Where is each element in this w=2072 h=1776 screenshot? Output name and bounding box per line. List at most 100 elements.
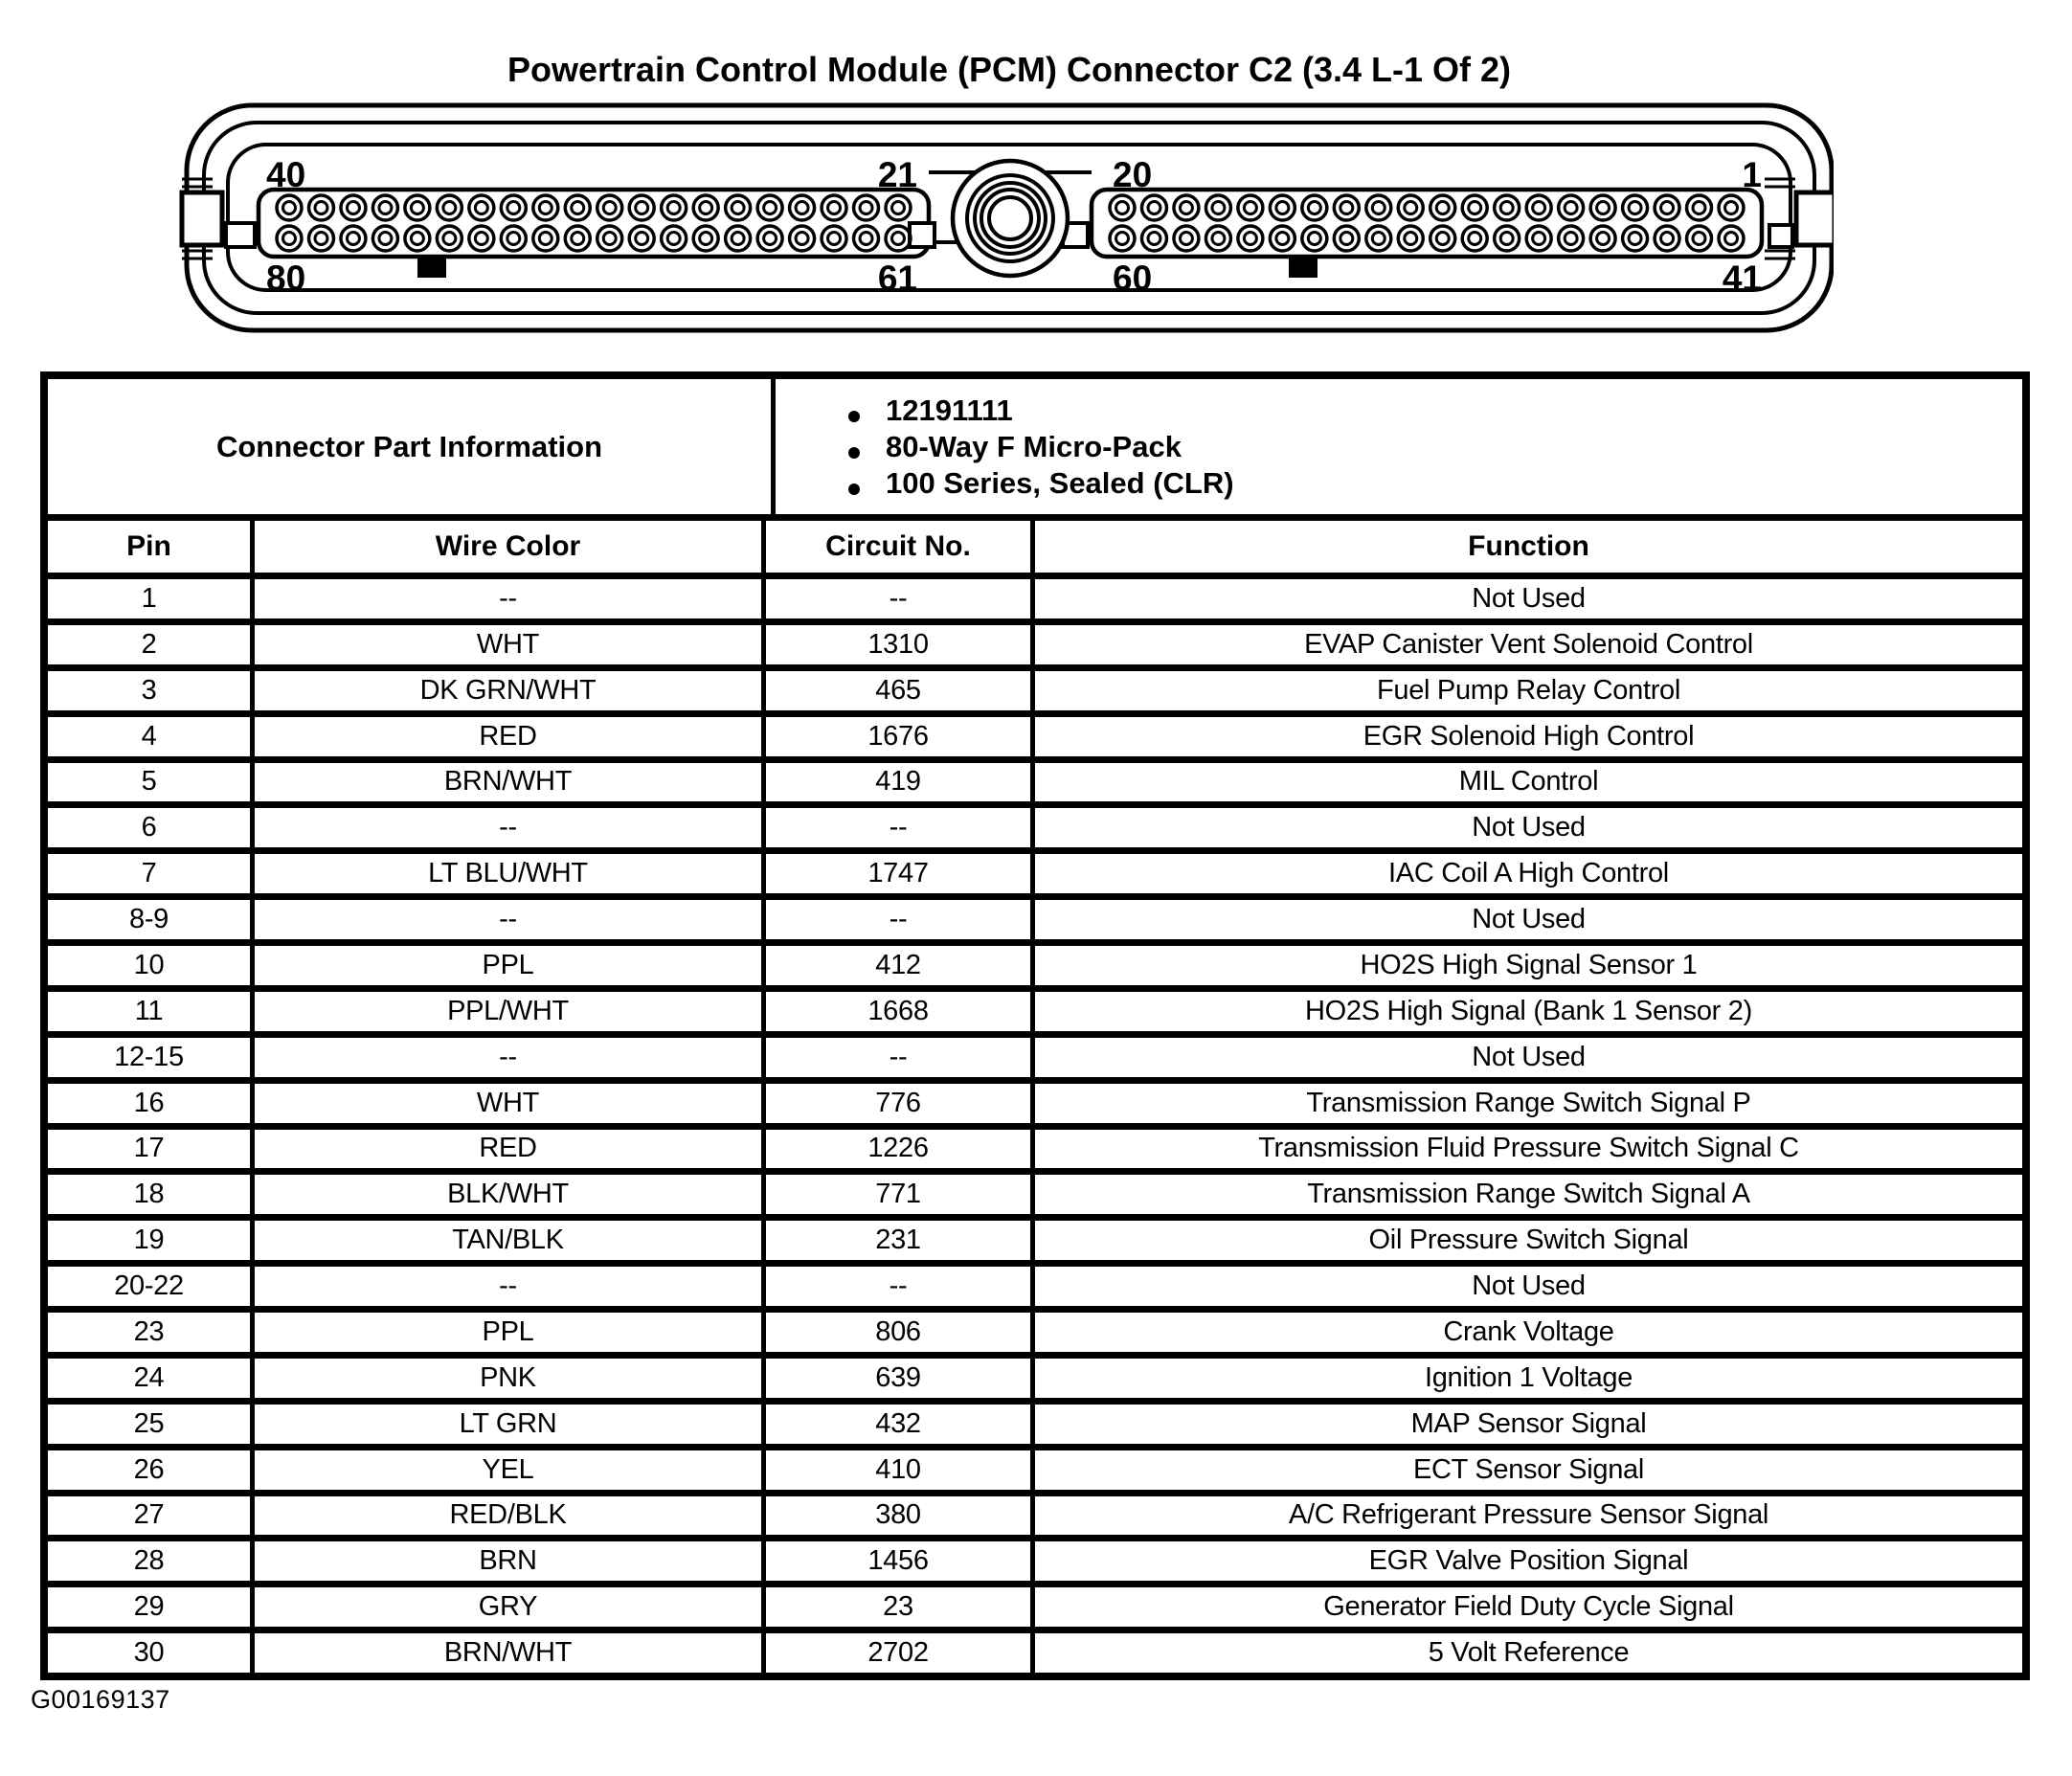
cell-pin: 20-22 <box>48 1267 255 1306</box>
cell-wire-color: -- <box>255 1037 766 1077</box>
cell-function: MAP Sensor Signal <box>1410 1407 1647 1439</box>
cell-circuit-no: 1668 <box>766 991 1035 1031</box>
table-body: 1 -- -- Not Used 2 WHT 1310 EVAP Canister Vent … <box>48 579 2022 1673</box>
cell-circuit-no: 380 <box>766 1495 1035 1536</box>
cell-function: HO2S High Signal Sensor 1 <box>1360 949 1698 980</box>
cell-function: Not Used <box>1472 1270 1586 1302</box>
table-row: 25 LT GRN 432 MAP Sensor Signal <box>48 1397 2022 1444</box>
cell-circuit-no: 23 <box>766 1587 1035 1628</box>
bullet-icon <box>848 483 860 495</box>
connector-drawing: 40 21 80 61 20 1 60 41 <box>179 102 1837 333</box>
bullet-icon <box>848 446 860 459</box>
table-row: 18 BLK/WHT 771 Transmission Range Switch Si… <box>48 1168 2022 1215</box>
pin-grid-right <box>1108 193 1745 253</box>
cell-circuit-no: 1676 <box>766 716 1035 756</box>
cell-pin: 30 <box>48 1633 255 1673</box>
table-row: 11 PPL/WHT 1668 HO2S High Signal (Bank 1 Se… <box>48 984 2022 1031</box>
column-header-row: Pin Wire Color Circuit No. Function <box>48 521 2022 579</box>
cell-pin: 2 <box>48 624 255 664</box>
cell-wire-color: PPL <box>255 1313 766 1352</box>
cell-function: 5 Volt Reference <box>1428 1637 1630 1669</box>
cell-function: Fuel Pump Relay Control <box>1376 674 1681 706</box>
cell-circuit-no: 1226 <box>766 1129 1035 1169</box>
part-info-list: 12191111 80-Way F Micro-Pack 100 Series, S… <box>776 379 2022 514</box>
cell-wire-color: LT BLU/WHT <box>255 854 766 894</box>
part-info-label: Connector Part Information <box>48 379 776 514</box>
cell-circuit-no: -- <box>766 1267 1035 1306</box>
cell-function: EGR Valve Position Signal <box>1368 1545 1689 1577</box>
pin-label-40: 40 <box>266 155 305 194</box>
cell-function: EGR Solenoid High Control <box>1363 720 1695 752</box>
table-row: 28 BRN 1456 EGR Valve Position Signal <box>48 1535 2022 1582</box>
connector-diagram: 40 21 80 61 20 1 60 41 <box>144 91 1837 335</box>
bullet-icon <box>848 410 860 422</box>
cell-pin: 5 <box>48 762 255 802</box>
cell-circuit-no: 432 <box>766 1404 1035 1444</box>
cell-circuit-no: 410 <box>766 1450 1035 1490</box>
cell-pin: 3 <box>48 670 255 710</box>
table-row: 23 PPL 806 Crank Voltage <box>48 1306 2022 1352</box>
cell-wire-color: PPL/WHT <box>255 991 766 1031</box>
cell-circuit-no: -- <box>766 900 1035 939</box>
part-info-text: 100 Series, Sealed (CLR) <box>886 465 1234 500</box>
cell-pin: 4 <box>48 716 255 756</box>
cell-wire-color: TAN/BLK <box>255 1221 766 1261</box>
cell-wire-color: BLK/WHT <box>255 1175 766 1215</box>
part-info-item: 100 Series, Sealed (CLR) <box>848 465 2022 502</box>
table-row: 19 TAN/BLK 231 Oil Pressure Switch Signal <box>48 1214 2022 1261</box>
cell-circuit-no: 1310 <box>766 624 1035 664</box>
pin-block-left <box>256 187 932 259</box>
cell-circuit-no: -- <box>766 808 1035 848</box>
column-header-circuit-no: Circuit No. <box>766 521 1035 573</box>
cell-function: MIL Control <box>1458 766 1599 798</box>
cell-wire-color: BRN <box>255 1541 766 1582</box>
cell-function: Ignition 1 Voltage <box>1424 1361 1633 1393</box>
cell-wire-color: YEL <box>255 1450 766 1490</box>
cell-pin: 18 <box>48 1175 255 1215</box>
cell-function: Transmission Range Switch Signal P <box>1306 1087 1751 1118</box>
cell-circuit-no: 465 <box>766 670 1035 710</box>
cell-pin: 6 <box>48 808 255 848</box>
cell-pin: 16 <box>48 1083 255 1123</box>
cell-pin: 19 <box>48 1221 255 1261</box>
notch-left-block-outer <box>224 221 257 249</box>
column-header-function: Function <box>1468 530 1589 562</box>
notch-left-block-inner <box>908 221 936 249</box>
table-row: 6 -- -- Not Used <box>48 801 2022 848</box>
cell-wire-color: BRN/WHT <box>255 1633 766 1673</box>
table-row: 16 WHT 776 Transmission Range Switch Signal… <box>48 1076 2022 1123</box>
cell-function: Not Used <box>1472 1041 1586 1072</box>
cell-function: A/C Refrigerant Pressure Sensor Signal <box>1288 1499 1769 1531</box>
figure-id: G00169137 <box>31 1685 170 1714</box>
cell-wire-color: WHT <box>255 624 766 664</box>
page-title: Powertrain Control Module (PCM) Connecto… <box>507 50 1512 89</box>
cell-circuit-no: 806 <box>766 1313 1035 1352</box>
table-row: 10 PPL 412 HO2S High Signal Sensor 1 <box>48 939 2022 985</box>
cell-circuit-no: -- <box>766 1037 1035 1077</box>
cell-pin: 11 <box>48 991 255 1031</box>
cell-wire-color: -- <box>255 900 766 939</box>
keying-square-right <box>1289 255 1318 278</box>
cell-pin: 28 <box>48 1541 255 1582</box>
cell-wire-color: BRN/WHT <box>255 762 766 802</box>
cell-pin: 10 <box>48 946 255 985</box>
table-row: 29 GRY 23 Generator Field Duty Cycle Signal <box>48 1581 2022 1628</box>
cell-circuit-no: 2702 <box>766 1633 1035 1673</box>
pin-grid-left <box>275 193 912 253</box>
keying-square-left <box>417 255 446 278</box>
cell-pin: 25 <box>48 1404 255 1444</box>
column-header-pin: Pin <box>48 521 255 573</box>
table-row: 20-22 -- -- Not Used <box>48 1260 2022 1306</box>
cell-wire-color: WHT <box>255 1083 766 1123</box>
cell-pin: 26 <box>48 1450 255 1490</box>
pin-block-right <box>1089 187 1765 259</box>
table-row: 4 RED 1676 EGR Solenoid High Control <box>48 709 2022 756</box>
cell-function: ECT Sensor Signal <box>1413 1453 1644 1485</box>
cell-function: IAC Coil A High Control <box>1388 858 1669 889</box>
cell-circuit-no: 639 <box>766 1358 1035 1398</box>
table-row: 27 RED/BLK 380 A/C Refrigerant Pressure Sen… <box>48 1489 2022 1536</box>
part-info-row: Connector Part Information 12191111 80-Wa… <box>48 379 2022 521</box>
cell-wire-color: PPL <box>255 946 766 985</box>
cell-function: Oil Pressure Switch Signal <box>1368 1225 1689 1256</box>
